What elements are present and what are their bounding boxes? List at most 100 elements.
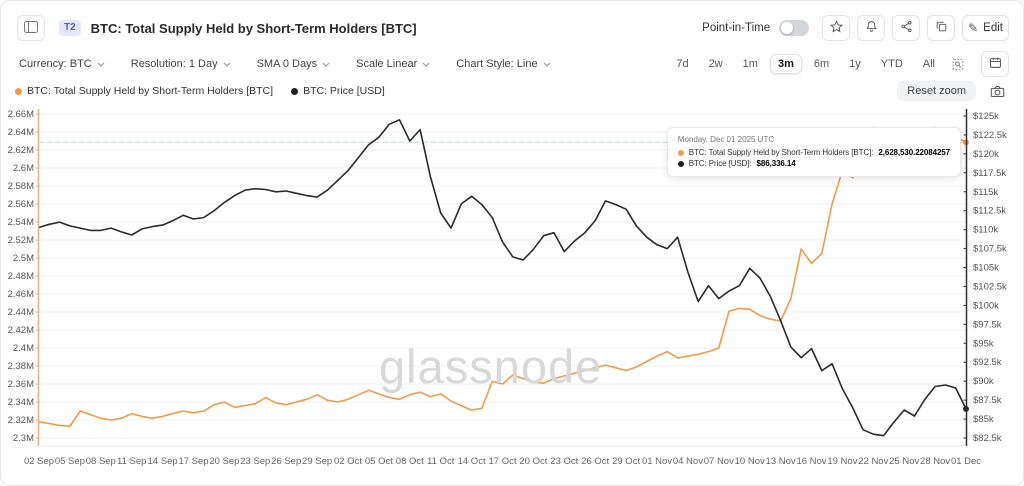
y-axis-label-right: $82.5k bbox=[973, 433, 1002, 444]
series-line-1 bbox=[38, 118, 967, 437]
range-1m[interactable]: 1m bbox=[742, 58, 758, 70]
control-currency[interactable]: Currency: BTC bbox=[19, 58, 105, 70]
y-axis-label-left: 2.62M bbox=[8, 145, 34, 156]
y-axis-label-right: $112.5k bbox=[973, 206, 1006, 217]
share-icon bbox=[900, 20, 913, 36]
y-axis-label-left: 2.42M bbox=[8, 325, 34, 336]
x-axis-label: 14 Oct bbox=[458, 456, 486, 467]
glassnode-watermark: glassnode bbox=[379, 340, 603, 393]
y-axis-label-left: 2.48M bbox=[8, 271, 34, 282]
x-axis-label: 28 Nov bbox=[920, 456, 950, 467]
x-axis-label: 05 Sep bbox=[55, 456, 85, 467]
favorite-button[interactable] bbox=[822, 15, 851, 41]
x-axis-label: 14 Sep bbox=[148, 456, 178, 467]
sidebar-toggle-button[interactable] bbox=[17, 15, 45, 41]
range-3m[interactable]: 3m bbox=[769, 54, 802, 74]
tooltip-date: Monday, Dec 01 2025 UTC bbox=[677, 135, 775, 144]
range-6m[interactable]: 6m bbox=[813, 58, 830, 70]
control-resolution[interactable]: Resolution: 1 Day bbox=[131, 58, 231, 70]
x-axis-label: 20 Sep bbox=[209, 456, 239, 467]
y-axis-label-left: 2.38M bbox=[8, 361, 34, 372]
tooltip-supply-value: 2,628,530.22084257 bbox=[878, 148, 950, 157]
camera-icon bbox=[990, 85, 1005, 97]
point-in-time-toggle[interactable] bbox=[779, 20, 810, 36]
y-axis-label-left: 2.52M bbox=[8, 235, 34, 246]
x-axis-label: 10 Nov bbox=[735, 456, 765, 467]
y-axis-label-right: $107.5k bbox=[973, 244, 1007, 255]
range-1y[interactable]: 1y bbox=[849, 58, 861, 70]
chevron-down-icon bbox=[322, 62, 330, 67]
header: T2 BTC: Total Supply Held by Short-Term … bbox=[17, 15, 1009, 41]
toggle-knob bbox=[781, 22, 794, 34]
chevron-down-icon bbox=[422, 62, 430, 67]
x-axis-label: 22 Nov bbox=[858, 456, 888, 467]
calendar-button[interactable] bbox=[981, 51, 1009, 77]
y-axis-label-right: $125k bbox=[973, 111, 999, 122]
control-scale[interactable]: Scale Linear bbox=[356, 58, 430, 70]
screenshot-button[interactable] bbox=[986, 83, 1009, 100]
alert-button[interactable] bbox=[857, 15, 886, 41]
legend-dot-orange bbox=[15, 87, 22, 95]
chevron-down-icon bbox=[223, 62, 231, 67]
legend-row: BTC: Total Supply Held by Short-Term Hol… bbox=[15, 81, 1009, 101]
x-axis-label: 17 Oct bbox=[489, 456, 517, 467]
y-axis-label-left: 2.54M bbox=[8, 217, 34, 228]
y-axis-label-right: $117.5k bbox=[973, 168, 1006, 179]
reset-zoom-button[interactable]: Reset zoom bbox=[897, 81, 976, 101]
y-axis-label-right: $102.5k bbox=[973, 281, 1007, 292]
y-axis-label-right: $110k bbox=[973, 225, 998, 236]
tooltip-row-price: BTC: Price [USD]: $86,336.14 bbox=[677, 159, 950, 168]
x-axis-label: 16 Nov bbox=[796, 456, 826, 467]
y-axis-label-left: 2.34M bbox=[8, 397, 34, 408]
x-axis-label: 01 Nov bbox=[642, 456, 672, 467]
edit-button[interactable]: ✎ Edit bbox=[962, 15, 1009, 41]
range-7d[interactable]: 7d bbox=[676, 58, 689, 70]
y-axis-label-right: $87.5k bbox=[973, 395, 1002, 406]
x-axis-label: 29 Oct bbox=[612, 456, 640, 467]
edit-button-label: Edit bbox=[983, 22, 1003, 34]
bell-icon bbox=[865, 20, 878, 36]
duplicate-button[interactable] bbox=[927, 15, 956, 41]
chart-canvas[interactable]: 2.66M 2.64M 2.62M 2.6M 2.58M 2.56M 2.54M 2.52M 2… bbox=[1, 101, 1024, 479]
y-axis-label-left: 2.64M bbox=[8, 127, 34, 138]
range-toolbar: 7d 2w 1m 3m 6m 1y YTD All bbox=[668, 51, 1009, 77]
x-axis-label: 23 Sep bbox=[240, 456, 270, 467]
y-axis-label-right: $120k bbox=[973, 149, 999, 160]
x-axis-label: 04 Nov bbox=[673, 456, 703, 467]
x-axis-label: 07 Nov bbox=[704, 456, 734, 467]
y-axis-label-left: 2.58M bbox=[8, 181, 34, 192]
x-axis-label: 11 Sep bbox=[117, 456, 146, 467]
legend-item-supply[interactable]: BTC: Total Supply Held by Short-Term Hol… bbox=[15, 85, 273, 97]
chart-area[interactable]: glassnode 2.66M 2.64M 2.62M 2.6M 2.58M 2.56M 2… bbox=[1, 101, 1023, 479]
share-button[interactable] bbox=[892, 15, 921, 41]
y-axis-label-left: 2.44M bbox=[8, 307, 34, 318]
y-axis-label-right: $97.5k bbox=[973, 319, 1002, 330]
x-axis-label: 08 Sep bbox=[86, 456, 116, 467]
control-sma[interactable]: SMA 0 Days bbox=[257, 58, 331, 70]
zoom-area-button[interactable] bbox=[947, 56, 969, 73]
x-axis-label: 26 Oct bbox=[581, 456, 609, 467]
x-axis-label: 08 Oct bbox=[396, 456, 424, 467]
y-axis-label-left: 2.32M bbox=[8, 415, 34, 426]
y-axis-label-right: $115k bbox=[973, 187, 998, 198]
chart-toolbar: Currency: BTC Resolution: 1 Day SMA 0 Da… bbox=[19, 51, 1009, 77]
y-axis-label-left: 2.3M bbox=[13, 433, 34, 444]
chart-legend: BTC: Total Supply Held by Short-Term Hol… bbox=[15, 85, 385, 97]
x-axis-label: 17 Sep bbox=[178, 456, 208, 467]
range-all[interactable]: All bbox=[922, 58, 935, 70]
y-axis-label-right: $85k bbox=[973, 414, 994, 425]
tooltip-price-value: $86,336.14 bbox=[756, 159, 796, 168]
point-in-time-label: Point-in-Time bbox=[702, 22, 771, 34]
x-axis-label: 02 Oct bbox=[334, 456, 362, 467]
y-axis-label-left: 2.46M bbox=[8, 289, 34, 300]
y-axis-label-left: 2.36M bbox=[8, 379, 34, 390]
control-chart-style[interactable]: Chart Style: Line bbox=[456, 58, 551, 70]
range-ytd[interactable]: YTD bbox=[880, 58, 903, 70]
y-axis-label-left: 2.66M bbox=[8, 109, 34, 120]
range-2w[interactable]: 2w bbox=[708, 58, 723, 70]
legend-item-price[interactable]: BTC: Price [USD] bbox=[291, 85, 385, 97]
x-axis-label: 13 Nov bbox=[766, 456, 796, 467]
chevron-down-icon bbox=[97, 62, 105, 67]
y-axis-label-left: 2.4M bbox=[13, 343, 34, 354]
